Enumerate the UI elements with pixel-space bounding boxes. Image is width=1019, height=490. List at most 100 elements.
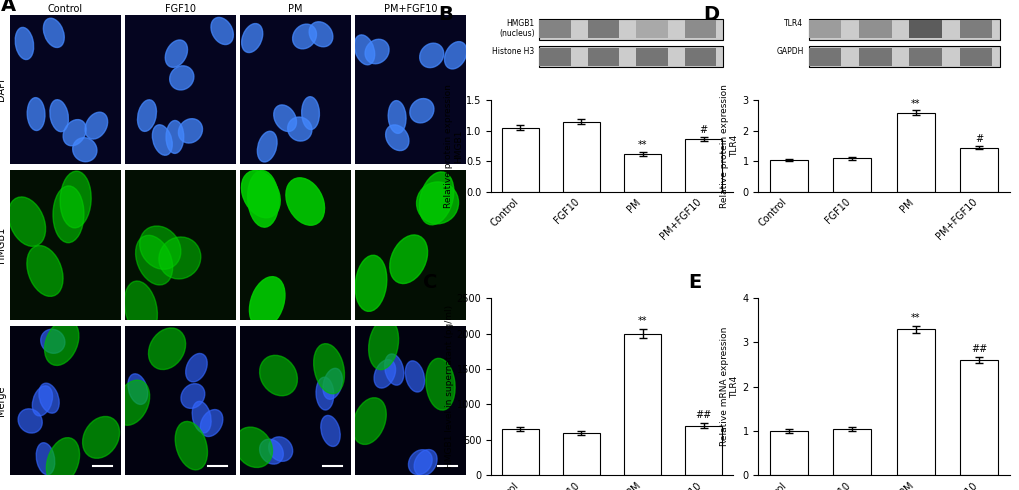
- Text: HMGB1
(nucleus): HMGB1 (nucleus): [498, 19, 534, 38]
- Bar: [769, 160, 807, 192]
- FancyBboxPatch shape: [539, 19, 722, 40]
- Ellipse shape: [353, 398, 386, 444]
- Ellipse shape: [185, 353, 207, 382]
- Ellipse shape: [41, 329, 65, 353]
- Ellipse shape: [28, 98, 45, 130]
- Ellipse shape: [389, 235, 427, 284]
- Ellipse shape: [313, 343, 344, 394]
- Ellipse shape: [18, 409, 42, 433]
- Ellipse shape: [124, 281, 157, 336]
- Bar: [501, 429, 538, 475]
- Ellipse shape: [44, 18, 64, 48]
- Ellipse shape: [323, 368, 342, 399]
- Text: #: #: [974, 134, 982, 144]
- Ellipse shape: [268, 437, 292, 461]
- Ellipse shape: [45, 319, 78, 366]
- Bar: [624, 154, 660, 192]
- Text: #: #: [699, 125, 707, 135]
- Ellipse shape: [166, 121, 183, 153]
- Ellipse shape: [152, 125, 172, 155]
- Ellipse shape: [211, 18, 233, 45]
- Ellipse shape: [250, 277, 284, 328]
- Ellipse shape: [46, 438, 79, 485]
- Ellipse shape: [60, 171, 91, 228]
- Ellipse shape: [63, 120, 86, 146]
- Bar: [896, 113, 934, 192]
- Ellipse shape: [368, 318, 398, 369]
- Ellipse shape: [320, 416, 340, 446]
- Bar: [833, 429, 870, 475]
- Ellipse shape: [414, 449, 437, 476]
- Ellipse shape: [33, 386, 53, 416]
- Title: PM: PM: [288, 4, 303, 14]
- Ellipse shape: [234, 427, 272, 467]
- Text: ##: ##: [970, 344, 986, 354]
- Y-axis label: Relative protein expression
HMGB1: Relative protein expression HMGB1: [443, 84, 463, 208]
- Ellipse shape: [136, 235, 172, 285]
- FancyBboxPatch shape: [539, 46, 722, 68]
- FancyBboxPatch shape: [587, 48, 619, 66]
- Ellipse shape: [53, 186, 84, 243]
- Ellipse shape: [180, 384, 205, 408]
- Ellipse shape: [416, 182, 459, 224]
- Ellipse shape: [178, 119, 203, 143]
- Ellipse shape: [355, 255, 386, 312]
- Text: D: D: [702, 4, 718, 24]
- Ellipse shape: [374, 360, 395, 388]
- Ellipse shape: [248, 171, 278, 227]
- Text: TLR4: TLR4: [784, 19, 803, 27]
- Ellipse shape: [169, 66, 194, 90]
- Text: Histone H3: Histone H3: [492, 47, 534, 56]
- Ellipse shape: [385, 125, 409, 150]
- Ellipse shape: [26, 245, 63, 296]
- Ellipse shape: [50, 99, 68, 132]
- Ellipse shape: [37, 442, 55, 475]
- Ellipse shape: [192, 401, 211, 433]
- FancyBboxPatch shape: [808, 46, 999, 68]
- Y-axis label: Relative mRNA expression
TLR4: Relative mRNA expression TLR4: [719, 327, 739, 446]
- Ellipse shape: [316, 377, 333, 410]
- Ellipse shape: [384, 354, 404, 385]
- Y-axis label: HMGB1: HMGB1: [0, 227, 6, 263]
- FancyBboxPatch shape: [636, 20, 667, 38]
- Ellipse shape: [200, 410, 222, 437]
- Ellipse shape: [405, 361, 424, 392]
- FancyBboxPatch shape: [858, 48, 891, 66]
- Text: A: A: [1, 0, 16, 15]
- Bar: [833, 158, 870, 192]
- Ellipse shape: [260, 439, 283, 464]
- Bar: [685, 139, 721, 192]
- Ellipse shape: [242, 24, 263, 52]
- Ellipse shape: [15, 27, 34, 60]
- Ellipse shape: [426, 358, 454, 410]
- Bar: [624, 334, 660, 475]
- Bar: [562, 122, 599, 192]
- Y-axis label: DAPI: DAPI: [0, 78, 6, 101]
- Ellipse shape: [354, 35, 374, 65]
- FancyBboxPatch shape: [684, 20, 715, 38]
- FancyBboxPatch shape: [808, 20, 841, 38]
- Bar: [959, 147, 998, 192]
- Ellipse shape: [138, 100, 156, 131]
- Text: B: B: [437, 4, 452, 24]
- Ellipse shape: [242, 171, 280, 218]
- Ellipse shape: [8, 197, 46, 246]
- Ellipse shape: [72, 138, 97, 162]
- Ellipse shape: [175, 421, 207, 470]
- Ellipse shape: [419, 172, 453, 225]
- Text: E: E: [687, 273, 700, 293]
- Ellipse shape: [365, 39, 388, 64]
- Bar: [959, 360, 998, 475]
- Text: **: **: [637, 317, 647, 326]
- Text: C: C: [423, 273, 437, 293]
- Ellipse shape: [285, 178, 324, 225]
- Ellipse shape: [444, 42, 467, 69]
- Ellipse shape: [257, 131, 277, 162]
- Ellipse shape: [83, 416, 119, 458]
- Ellipse shape: [115, 380, 150, 425]
- Ellipse shape: [149, 328, 185, 369]
- Ellipse shape: [302, 97, 319, 129]
- Title: FGF10: FGF10: [165, 4, 196, 14]
- Bar: [562, 433, 599, 475]
- Ellipse shape: [260, 355, 298, 396]
